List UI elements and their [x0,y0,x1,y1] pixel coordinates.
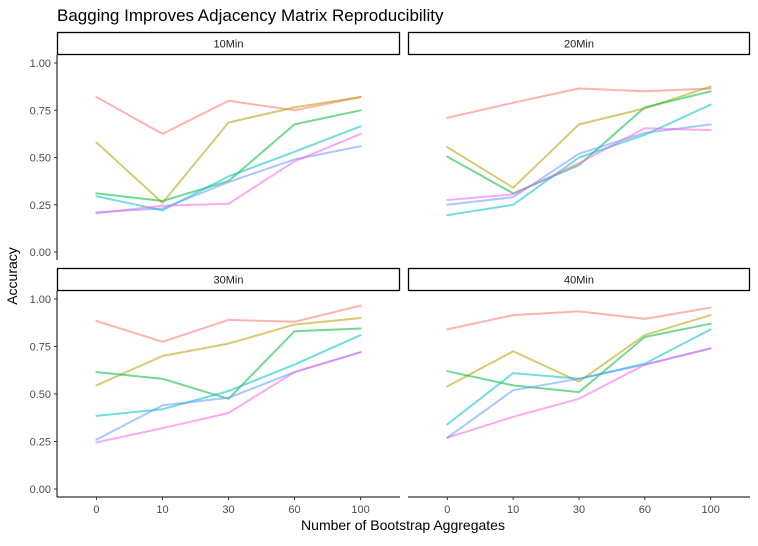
series-line-4 [95,125,362,212]
y-tick-label: 1.00 [30,58,51,70]
chart-title: Bagging Improves Adjacency Matrix Reprod… [57,6,444,25]
facets: 10Min 0.00 0.25 0.50 0.75 1.00 20Min 30Min 0.00 0… [30,31,751,516]
y-axis-title: Accuracy [4,247,20,305]
x-tick-label: 10 [507,504,519,516]
series-line-5 [95,145,362,214]
series-line-6 [446,127,712,201]
y-tick-label: 0.25 [30,200,51,212]
series-line-4 [95,334,362,417]
x-tick-label: 100 [351,504,369,516]
facet-strip [56,31,401,56]
facet-strip-label: 10Min [214,39,244,51]
y-tick-label: 0.50 [30,153,51,165]
x-axis-title: Number of Bootstrap Aggregates [301,517,505,533]
series-line-3 [446,90,712,195]
series-line-2 [95,317,362,387]
x-tick-label: 100 [701,504,719,516]
y-tick-label: 0.00 [30,247,51,259]
x-tick-label: 0 [444,504,450,516]
series-line-1 [95,304,362,343]
series-line-3 [446,322,712,394]
series-line-5 [446,123,712,206]
facet-strip [407,31,751,56]
y-tick-label: 0.50 [30,389,51,401]
series-line-1 [446,87,712,119]
y-tick-label: 0.75 [30,105,51,117]
x-tick-label: 60 [639,504,651,516]
y-tick-label: 0.25 [30,437,51,449]
facet-panel-20min: 20Min [407,31,751,217]
facet-strip [407,267,751,292]
series-line-6 [446,347,712,439]
facet-strip [56,267,401,292]
x-tick-label: 30 [222,504,234,516]
y-tick-label: 0.75 [30,342,51,354]
facet-strip-label: 20Min [564,39,594,51]
x-tick-label: 0 [93,504,99,516]
x-tick-label: 10 [156,504,168,516]
facet-strip-label: 40Min [564,275,594,287]
series-line-4 [446,103,712,217]
facet-strip-label: 30Min [214,275,244,287]
series-line-2 [95,96,362,204]
x-tick-label: 30 [573,504,585,516]
series-line-1 [95,96,362,135]
facet-panel-40min: 40Min 0 10 30 60 100 [407,267,751,516]
series-line-6 [95,351,362,444]
y-tick-label: 1.00 [30,294,51,306]
facet-panel-30min: 30Min 0.00 0.25 0.50 0.75 1.00 0 10 30 60 100 [30,267,401,516]
series-line-2 [446,314,712,388]
series-line-6 [95,132,362,215]
series-line-5 [95,351,362,441]
y-tick-label: 0.00 [30,484,51,496]
x-tick-label: 60 [288,504,300,516]
facet-panel-10min: 10Min 0.00 0.25 0.50 0.75 1.00 [30,31,401,260]
series-line-1 [446,306,712,331]
